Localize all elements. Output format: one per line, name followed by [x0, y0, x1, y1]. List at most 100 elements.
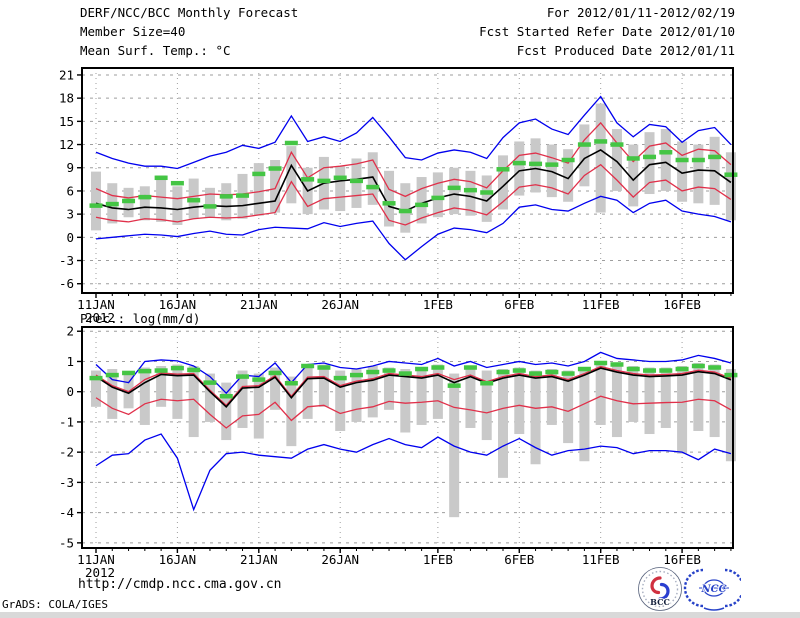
source-url: http://cmdp.ncc.cma.gov.cn [78, 577, 282, 592]
spread-bar [514, 141, 525, 196]
spread-bar [481, 370, 492, 441]
spread-bar [546, 369, 557, 425]
member-min-line [95, 195, 732, 261]
spread-bar [449, 373, 460, 518]
svg-text:-3: -3 [59, 475, 74, 490]
bcc-red-swirl [650, 576, 662, 595]
ncc-logo: NCC [683, 568, 741, 611]
member-size-label: Member Size=40 [80, 24, 186, 39]
spread-bar [611, 129, 622, 191]
spread-bar [253, 373, 264, 439]
svg-text:-3: -3 [59, 253, 74, 268]
spread-bar [660, 367, 671, 428]
spread-bar [335, 166, 346, 212]
spread-bar [644, 132, 655, 195]
ensemble-mean-line [95, 367, 732, 408]
member-max-line [95, 95, 732, 170]
refer-date-label: Fcst Started Refer Date 2012/01/10 [479, 24, 735, 39]
spread-bar [139, 367, 150, 425]
spread-bar [628, 366, 639, 422]
svg-text:15: 15 [59, 114, 74, 129]
svg-text:2012: 2012 [85, 310, 115, 325]
spread-bar [660, 129, 671, 191]
spread-bar [677, 141, 688, 202]
spread-bar [400, 369, 411, 433]
spread-bar [91, 171, 101, 231]
spread-bar [449, 167, 460, 215]
svg-text:11FEB: 11FEB [582, 297, 620, 312]
svg-text:16FEB: 16FEB [663, 552, 701, 567]
svg-text:6FEB: 6FEB [504, 297, 534, 312]
svg-text:0: 0 [66, 230, 74, 245]
spread-bar [253, 163, 264, 216]
precip-panel-title: Prec.: log(mm/d) [80, 311, 201, 326]
spread-bar [270, 367, 281, 410]
spread-bar [188, 366, 199, 438]
spread-bar [384, 170, 395, 227]
spread-bar [432, 172, 443, 218]
spread-bar [432, 364, 443, 419]
spread-bar [286, 376, 297, 447]
bcc-blue-swirl [658, 582, 670, 601]
spread-bar [530, 370, 541, 465]
svg-text:12: 12 [59, 137, 74, 152]
spread-bar [628, 144, 639, 207]
spread-bar [91, 370, 101, 407]
spread-bar [498, 155, 508, 210]
spread-bar [644, 367, 655, 435]
spread-bar [367, 366, 378, 418]
svg-text:16FEB: 16FEB [663, 297, 701, 312]
spread-bar [693, 362, 704, 431]
spread-bar [579, 367, 590, 462]
svg-text:11JAN: 11JAN [77, 297, 115, 312]
grads-credit: GrADS: COLA/IGES [2, 598, 108, 611]
svg-text:3: 3 [66, 207, 74, 222]
page-title: DERF/NCC/BCC Monthly Forecast [80, 5, 299, 20]
spread-bar [579, 124, 590, 187]
svg-text:26JAN: 26JAN [321, 552, 359, 567]
spread-bar [416, 367, 427, 425]
svg-text:11JAN: 11JAN [77, 552, 115, 567]
temp-panel-title: Mean Surf. Temp.: °C [80, 43, 231, 58]
spread-bar [172, 186, 183, 225]
spread-bar [172, 364, 183, 419]
spread-bar [481, 175, 492, 222]
mean-minus-sd-line [95, 163, 732, 226]
ensemble-mean-line [95, 149, 732, 212]
svg-text:2: 2 [66, 324, 74, 339]
spread-bar [725, 369, 736, 462]
mean-plus-sd-line [95, 121, 732, 200]
svg-text:26JAN: 26JAN [321, 297, 359, 312]
window-bottom-strip [0, 612, 800, 618]
spread-bar [237, 370, 248, 428]
svg-text:21JAN: 21JAN [240, 552, 278, 567]
svg-text:6FEB: 6FEB [504, 552, 534, 567]
spread-bar [416, 177, 427, 224]
svg-text:-2: -2 [59, 445, 74, 460]
ncc-logo-text: NCC [700, 584, 726, 595]
member-min-line [95, 433, 732, 512]
spread-bar [156, 366, 167, 407]
spread-bar [725, 152, 736, 221]
spread-bar [335, 370, 346, 431]
spread-bar [286, 146, 297, 204]
forecast-range-label: For 2012/01/11-2012/02/19 [546, 5, 735, 20]
svg-text:16JAN: 16JAN [159, 552, 197, 567]
svg-text:1FEB: 1FEB [423, 552, 453, 567]
spread-bar [156, 175, 167, 222]
svg-text:1: 1 [66, 354, 74, 369]
spread-bar [693, 144, 704, 204]
spread-bar [498, 369, 508, 478]
mean-plus-sd-line [95, 365, 732, 407]
bcc-logo-text: BCC [650, 597, 670, 607]
svg-text:21JAN: 21JAN [240, 297, 278, 312]
spread-bar [514, 367, 525, 435]
svg-text:-5: -5 [59, 535, 74, 550]
spread-bar [563, 370, 574, 444]
spread-bar [465, 366, 476, 428]
spread-bar [384, 367, 395, 410]
mean-minus-sd-line [95, 395, 732, 429]
